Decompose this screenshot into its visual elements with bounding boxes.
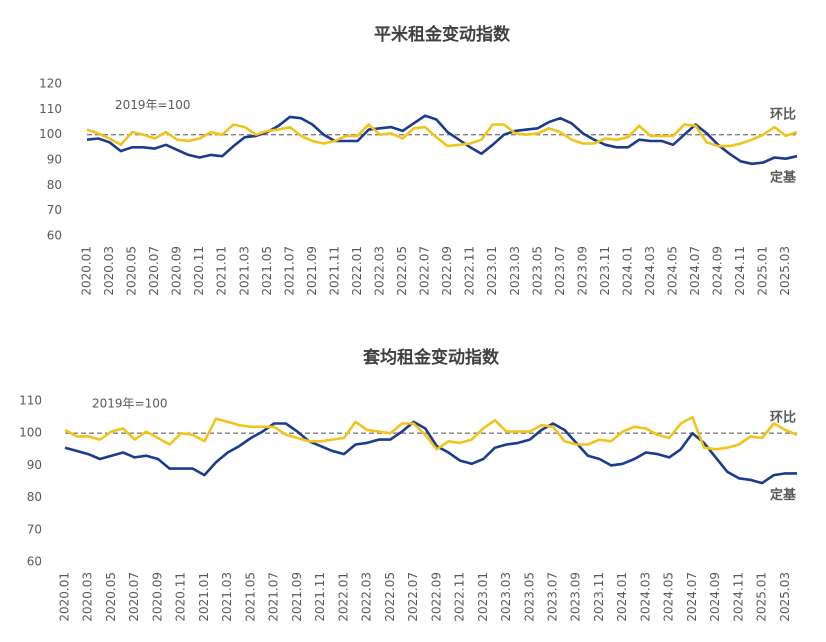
x-tick-label: 2023.07 [546,572,560,622]
x-tick-label: 2024.03 [643,246,657,296]
x-tick-label: 2021.03 [237,246,251,296]
x-tick-label: 2022.03 [360,572,374,622]
x-tick-label: 2025.01 [756,246,770,296]
x-tick-label: 2021.05 [243,572,257,622]
x-tick-label: 2022.11 [463,246,477,296]
x-tick-label: 2022.07 [418,246,432,296]
x-tick-label: 2024.05 [666,246,680,296]
x-tick-label: 2023.11 [598,246,612,296]
x-tick-label: 2021.03 [220,572,234,622]
y-tick-label: 60 [47,229,62,243]
y-tick-label: 100 [19,426,42,440]
series-line [86,114,798,166]
x-tick-label: 2020.01 [58,572,72,622]
x-tick-label: 2022.01 [336,572,350,622]
x-tick-label: 2024.01 [615,572,629,622]
x-tick-label: 2024.01 [620,246,634,296]
x-tick-label: 2023.11 [592,572,606,622]
x-tick-label: 2021.11 [327,246,341,296]
chart-title: 套均租金变动指数 [362,347,500,368]
x-tick-label: 2020.11 [174,572,188,622]
y-tick-label: 100 [39,127,62,141]
x-tick-label: 2022.07 [406,572,420,622]
series-end-label: 环比 [770,107,796,123]
x-tick-label: 2020.05 [125,246,139,296]
x-tick-label: 2022.03 [373,246,387,296]
y-tick-label: 110 [19,394,42,408]
x-tick-label: 2020.01 [80,246,94,296]
series-line [64,415,798,451]
x-tick-label: 2022.05 [383,572,397,622]
x-tick-label: 2024.05 [662,572,676,622]
x-tick-label: 2023.05 [522,572,536,622]
x-tick-label: 2025.01 [755,572,769,622]
x-tick-label: 2024.11 [733,246,747,296]
x-tick-label: 2021.05 [260,246,274,296]
x-tick-label: 2024.03 [638,572,652,622]
x-tick-label: 2024.07 [688,246,702,296]
chart-title: 平米租金变动指数 [374,24,511,45]
x-tick-label: 2021.01 [215,246,229,296]
x-tick-label: 2020.07 [127,572,141,622]
x-tick-label: 2020.05 [104,572,118,622]
series-line [64,420,797,485]
x-tick-label: 2021.09 [290,572,304,622]
x-tick-label: 2021.11 [313,572,327,622]
x-tick-label: 2022.01 [350,246,364,296]
x-tick-label: 2020.03 [81,572,95,622]
series-end-label: 定基 [769,170,797,186]
y-tick-label: 90 [47,153,62,167]
x-tick-label: 2023.03 [499,572,513,622]
x-tick-label: 2024.11 [731,572,745,622]
x-tick-label: 2025.03 [778,246,792,296]
x-tick-label: 2024.07 [685,572,699,622]
x-tick-label: 2023.09 [575,246,589,296]
x-tick-label: 2020.09 [150,572,164,622]
x-tick-label: 2021.07 [267,572,281,622]
x-tick-label: 2021.09 [305,246,319,296]
x-tick-label: 2020.11 [192,246,206,296]
x-tick-label: 2023.05 [530,246,544,296]
x-tick-label: 2022.11 [453,572,467,622]
y-tick-label: 60 [27,555,42,569]
y-tick-label: 70 [27,522,42,536]
x-tick-label: 2025.03 [778,572,792,622]
y-tick-label: 90 [27,458,42,472]
y-tick-label: 80 [27,490,42,504]
x-tick-label: 2024.09 [708,572,722,622]
x-tick-label: 2023.01 [485,246,499,296]
x-tick-label: 2023.01 [476,572,490,622]
x-tick-label: 2024.09 [711,246,725,296]
x-tick-label: 2023.09 [569,572,583,622]
series-line [86,123,798,148]
x-tick-label: 2020.07 [147,246,161,296]
x-tick-label: 2023.03 [508,246,522,296]
y-tick-label: 120 [39,77,62,91]
x-tick-label: 2022.05 [395,246,409,296]
annotation: 2019年=100 [115,98,191,112]
x-tick-label: 2020.03 [102,246,116,296]
y-tick-label: 110 [39,102,62,116]
series-end-label: 定基 [769,487,797,503]
x-tick-label: 2022.09 [440,246,454,296]
annotation: 2019年=100 [92,397,168,411]
x-tick-label: 2021.07 [282,246,296,296]
series-end-label: 环比 [770,409,796,425]
y-tick-label: 80 [47,178,62,192]
x-tick-label: 2020.09 [170,246,184,296]
x-tick-label: 2022.09 [429,572,443,622]
x-tick-label: 2021.01 [197,572,211,622]
x-tick-label: 2023.07 [553,246,567,296]
y-tick-label: 70 [47,203,62,217]
